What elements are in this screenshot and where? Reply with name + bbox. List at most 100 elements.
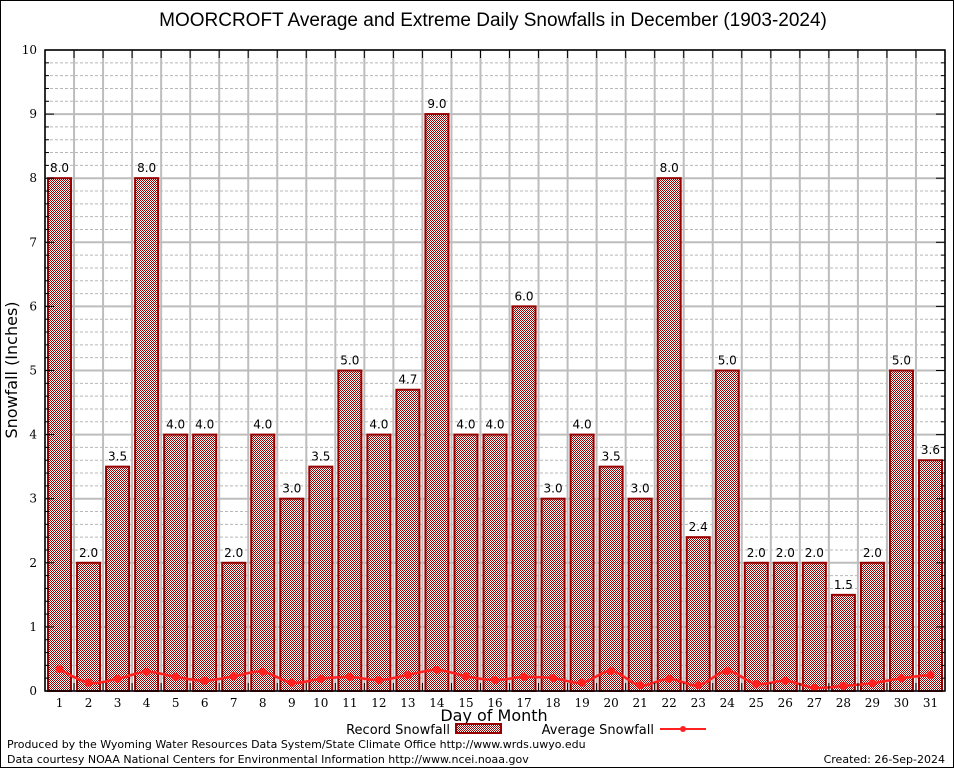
x-tick-label: 23 [691, 696, 706, 710]
average-point-day-17 [520, 672, 529, 681]
average-point-day-25 [752, 679, 761, 688]
bar-value-label: 2.4 [689, 520, 708, 534]
bar-value-label: 2.0 [805, 546, 824, 560]
y-tick-label: 8 [29, 171, 37, 185]
average-point-day-29 [868, 679, 877, 688]
x-tick-label: 3 [114, 696, 122, 710]
bar-value-label: 4.7 [398, 373, 417, 387]
x-tick-label: 9 [288, 696, 296, 710]
x-tick-label: 26 [778, 696, 793, 710]
y-tick-label: 2 [29, 556, 37, 570]
y-tick-label: 6 [29, 299, 37, 313]
bar-value-label: 4.0 [456, 418, 475, 432]
x-tick-label: 7 [230, 696, 238, 710]
legend-record-swatch [455, 723, 502, 734]
x-tick-label: 20 [603, 696, 618, 710]
legend-record-label: Record Snowfall [346, 723, 450, 738]
y-tick-label: 4 [29, 428, 37, 442]
x-tick-label: 12 [371, 696, 386, 710]
record-bar-day-31 [917, 459, 943, 692]
average-point-day-18 [549, 674, 558, 683]
x-tick-label: 29 [865, 696, 880, 710]
average-point-day-13 [403, 670, 412, 679]
record-bar-day-10 [308, 465, 334, 692]
x-tick-label: 28 [836, 696, 851, 710]
record-bar-day-19 [569, 433, 595, 692]
average-point-day-2 [84, 678, 93, 687]
x-tick-label: 8 [259, 696, 267, 710]
bar-value-label: 3.5 [108, 450, 127, 464]
y-tick-label: 3 [29, 492, 37, 506]
x-tick-label: 17 [516, 696, 531, 710]
record-bar-day-7 [221, 561, 247, 692]
bar-value-label: 3.5 [602, 450, 621, 464]
record-bar-day-11 [337, 369, 363, 692]
bar-value-label: 8.0 [50, 161, 69, 175]
x-tick-label: 15 [458, 696, 473, 710]
average-point-day-14 [432, 665, 441, 674]
average-point-day-5 [171, 672, 180, 681]
record-bar-day-30 [888, 369, 914, 692]
average-point-day-21 [636, 681, 645, 690]
average-point-day-10 [316, 674, 325, 683]
x-tick-label: 11 [342, 696, 357, 710]
x-tick-label: 30 [894, 696, 909, 710]
average-point-day-12 [374, 676, 383, 685]
average-point-day-3 [113, 674, 122, 683]
average-point-day-7 [229, 672, 238, 681]
record-bar-day-25 [743, 561, 769, 692]
average-point-day-6 [200, 676, 209, 685]
record-bar-day-4 [134, 177, 160, 692]
record-bar-day-3 [105, 465, 131, 692]
record-bar-day-9 [279, 497, 305, 693]
x-axis-label: Day of Month [440, 706, 547, 725]
record-bar-day-21 [627, 497, 653, 693]
bar-value-label: 3.0 [631, 482, 650, 496]
x-tick-label: 31 [923, 696, 938, 710]
average-point-day-15 [461, 672, 470, 681]
footer-produced-by: Produced by the Wyoming Water Resources … [7, 738, 586, 751]
bar-value-label: 8.0 [660, 161, 679, 175]
bar-value-label: 5.0 [892, 354, 911, 368]
bar-value-label: 3.0 [282, 482, 301, 496]
record-bar-day-16 [482, 433, 508, 692]
record-bar-day-12 [366, 433, 392, 692]
bar-value-label: 2.0 [776, 546, 795, 560]
bar-labels: 8.0 2.0 3.5 8.0 4.0 4.0 2.0 4.0 3.0 3.5 5.0 4.0 4.7 9… [50, 97, 940, 592]
bar-value-label: 9.0 [427, 97, 446, 111]
average-point-day-16 [491, 676, 499, 685]
record-bar-day-13 [395, 388, 421, 692]
bar-value-label: 3.0 [544, 482, 563, 496]
x-tick-label: 18 [545, 696, 560, 710]
legend-average-marker [680, 726, 686, 732]
bar-value-label: 4.0 [573, 418, 592, 432]
x-tick-label: 6 [201, 696, 209, 710]
x-tick-label: 21 [633, 696, 648, 710]
record-bar-day-15 [453, 433, 479, 692]
x-tick-label: 5 [172, 696, 180, 710]
x-tick-label: 4 [143, 696, 151, 710]
bar-value-label: 1.5 [834, 578, 853, 592]
bar-value-label: 2.0 [79, 546, 98, 560]
y-tick-label: 1 [29, 620, 37, 634]
bar-value-label: 3.5 [311, 450, 330, 464]
average-point-day-24 [723, 667, 732, 676]
average-point-day-9 [287, 678, 296, 687]
record-bar-day-17 [511, 305, 537, 692]
record-bar-day-18 [540, 497, 566, 693]
x-tick-label: 2 [85, 696, 93, 710]
record-bar-day-27 [801, 561, 827, 692]
bar-value-label: 3.6 [921, 443, 940, 457]
x-tick-label: 14 [429, 696, 445, 710]
bar-value-label: 2.0 [747, 546, 766, 560]
y-tick-label: 0 [29, 684, 37, 698]
y-axis-label: Snowfall (Inches) [2, 301, 21, 438]
bar-value-label: 4.0 [485, 418, 504, 432]
record-bar-day-8 [250, 433, 276, 692]
y-tick-label: 9 [29, 107, 37, 121]
average-point-day-26 [781, 676, 790, 685]
record-bar-day-24 [714, 369, 740, 692]
record-bar-day-5 [163, 433, 189, 692]
x-tick-label: 16 [487, 696, 502, 710]
footer-created-date: Created: 26-Sep-2024 [824, 753, 945, 766]
